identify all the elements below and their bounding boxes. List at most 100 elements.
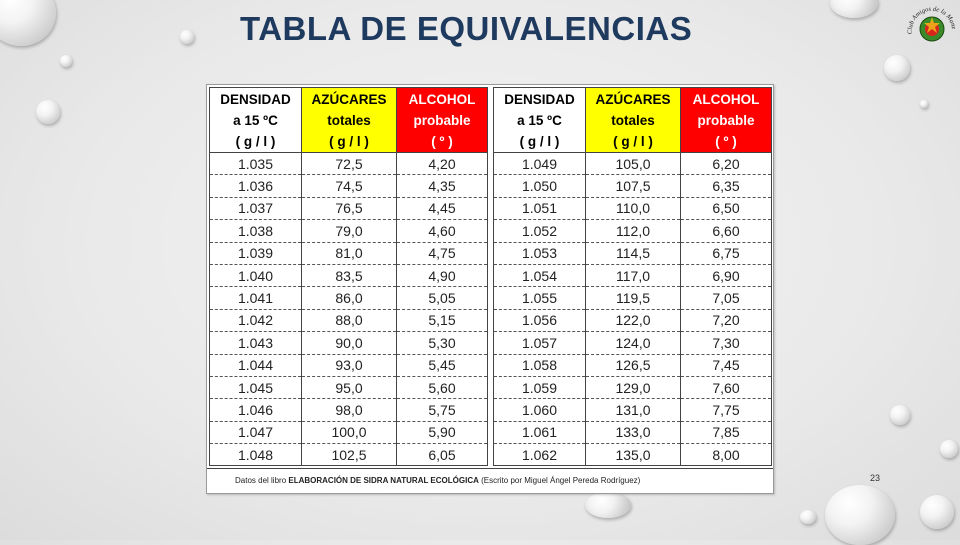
alcohol-cell: 4,60 — [396, 219, 488, 243]
alcohol-cell: 7,60 — [680, 376, 772, 400]
density-cell: 1.059 — [493, 376, 586, 400]
alcohol-cell: 7,45 — [680, 354, 772, 377]
table-row: 1.054 117,0 6,90 — [493, 264, 772, 288]
table-row: 1.053 114,5 6,75 — [493, 242, 772, 265]
sugar-cell: 76,5 — [301, 197, 397, 221]
table-row: 1.050 107,5 6,35 — [493, 174, 772, 198]
sugar-cell: 79,0 — [301, 219, 397, 243]
source-footnote: Datos del libro ELABORACIÓN DE SIDRA NAT… — [207, 468, 773, 492]
table-row: 1.037 76,5 4,45 — [209, 197, 488, 221]
water-drop — [825, 485, 895, 545]
club-seal-icon: Club Amigos de la Manzana — [902, 0, 958, 54]
table-header-row: DENSIDAD a 15 ºC( g / l ) AZÚCARES totales… — [209, 87, 488, 153]
table-row: 1.036 74,5 4,35 — [209, 174, 488, 198]
alcohol-cell: 4,45 — [396, 197, 488, 221]
alcohol-cell: 6,20 — [680, 152, 772, 176]
alcohol-cell: 5,75 — [396, 398, 488, 422]
water-drop — [585, 492, 631, 518]
density-cell: 1.040 — [209, 264, 302, 288]
density-cell: 1.043 — [209, 331, 302, 355]
sugar-cell: 131,0 — [585, 398, 681, 422]
table-row: 1.048 102,5 6,05 — [209, 443, 488, 467]
water-drop — [830, 0, 878, 18]
density-cell: 1.046 — [209, 398, 302, 422]
alcohol-cell: 5,90 — [396, 421, 488, 445]
density-cell: 1.060 — [493, 398, 586, 422]
page-number: 23 — [870, 473, 881, 483]
table-row: 1.042 88,0 5,15 — [209, 309, 488, 333]
header-sugar: AZÚCARES totales( g / l ) — [585, 87, 681, 153]
density-cell: 1.049 — [493, 152, 586, 176]
sugar-cell: 122,0 — [585, 309, 681, 333]
equivalence-table-right: DENSIDAD a 15 ºC( g / l ) AZÚCARES totales… — [493, 87, 772, 467]
table-row: 1.056 122,0 7,20 — [493, 309, 772, 333]
equivalence-table-sheet: DENSIDAD a 15 ºC( g / l ) AZÚCARES totales… — [206, 84, 774, 494]
alcohol-cell: 4,90 — [396, 264, 488, 288]
density-cell: 1.036 — [209, 174, 302, 198]
density-cell: 1.055 — [493, 286, 586, 310]
water-drop — [36, 100, 60, 124]
density-cell: 1.035 — [209, 152, 302, 176]
table-row: 1.035 72,5 4,20 — [209, 152, 488, 176]
density-cell: 1.037 — [209, 197, 302, 221]
sugar-cell: 114,5 — [585, 242, 681, 265]
density-cell: 1.050 — [493, 174, 586, 198]
density-cell: 1.047 — [209, 421, 302, 445]
sugar-cell: 124,0 — [585, 331, 681, 355]
density-cell: 1.038 — [209, 219, 302, 243]
table-row: 1.041 86,0 5,05 — [209, 286, 488, 310]
alcohol-cell: 7,20 — [680, 309, 772, 333]
density-cell: 1.053 — [493, 242, 586, 265]
alcohol-cell: 7,05 — [680, 286, 772, 310]
table-row: 1.051 110,0 6,50 — [493, 197, 772, 221]
density-cell: 1.057 — [493, 331, 586, 355]
alcohol-cell: 6,75 — [680, 242, 772, 265]
alcohol-cell: 4,35 — [396, 174, 488, 198]
density-cell: 1.048 — [209, 443, 302, 467]
density-cell: 1.044 — [209, 354, 302, 377]
sugar-cell: 74,5 — [301, 174, 397, 198]
table-row: 1.039 81,0 4,75 — [209, 242, 488, 265]
header-sugar: AZÚCARES totales( g / l ) — [301, 87, 397, 153]
density-cell: 1.052 — [493, 219, 586, 243]
density-cell: 1.039 — [209, 242, 302, 265]
sugar-cell: 88,0 — [301, 309, 397, 333]
density-cell: 1.062 — [493, 443, 586, 467]
alcohol-cell: 6,05 — [396, 443, 488, 467]
water-drop — [890, 405, 910, 425]
footnote-author: (Escrito por Miguel Ángel Pereda Rodrígu… — [478, 476, 641, 485]
density-cell: 1.042 — [209, 309, 302, 333]
table-row: 1.046 98,0 5,75 — [209, 398, 488, 422]
table-row: 1.044 93,0 5,45 — [209, 354, 488, 377]
table-row: 1.060 131,0 7,75 — [493, 398, 772, 422]
sugar-cell: 86,0 — [301, 286, 397, 310]
water-drop — [0, 0, 56, 46]
table-row: 1.043 90,0 5,30 — [209, 331, 488, 355]
alcohol-cell: 4,20 — [396, 152, 488, 176]
water-drop — [940, 440, 958, 458]
alcohol-cell: 6,60 — [680, 219, 772, 243]
sugar-cell: 83,5 — [301, 264, 397, 288]
table-row: 1.038 79,0 4,60 — [209, 219, 488, 243]
water-drop — [800, 510, 816, 524]
density-cell: 1.061 — [493, 421, 586, 445]
density-cell: 1.045 — [209, 376, 302, 400]
sugar-cell: 95,0 — [301, 376, 397, 400]
header-alcohol: ALCOHOL probable( º ) — [680, 87, 772, 153]
sugar-cell: 98,0 — [301, 398, 397, 422]
sugar-cell: 105,0 — [585, 152, 681, 176]
alcohol-cell: 5,05 — [396, 286, 488, 310]
alcohol-cell: 6,50 — [680, 197, 772, 221]
table-row: 1.057 124,0 7,30 — [493, 331, 772, 355]
density-cell: 1.054 — [493, 264, 586, 288]
table-row: 1.052 112,0 6,60 — [493, 219, 772, 243]
alcohol-cell: 6,35 — [680, 174, 772, 198]
table-row: 1.061 133,0 7,85 — [493, 421, 772, 445]
page-title: TABLA DE EQUIVALENCIAS — [240, 10, 693, 47]
table-row: 1.047 100,0 5,90 — [209, 421, 488, 445]
table-row: 1.040 83,5 4,90 — [209, 264, 488, 288]
header-alcohol: ALCOHOL probable( º ) — [396, 87, 488, 153]
sugar-cell: 81,0 — [301, 242, 397, 265]
alcohol-cell: 7,30 — [680, 331, 772, 355]
water-drop — [920, 100, 928, 108]
